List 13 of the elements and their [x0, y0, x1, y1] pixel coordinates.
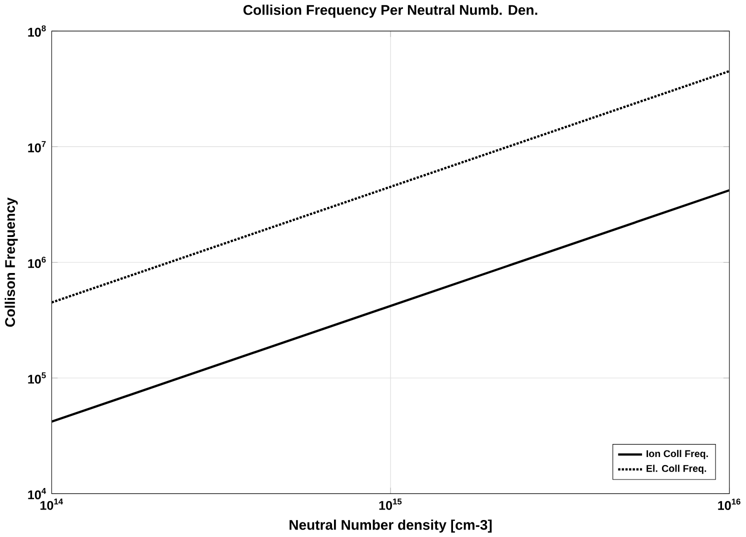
y-tick-label: 10$^{7}$	[28, 140, 46, 152]
y-tick-label: 10$^{4}$	[28, 488, 46, 500]
y-axis-title: Collison Frequency	[4, 197, 18, 327]
chart-title: Collision Frequency Per Neutral Numb. Den.	[243, 4, 538, 18]
legend-label: Ion Coll Freq.	[646, 450, 708, 459]
y-tick-label: 10$^{6}$	[28, 256, 46, 268]
y-tick-label: 10$^{8}$	[28, 25, 46, 37]
x-axis-title: Neutral Number density [cm-3]	[290, 519, 492, 532]
x-tick-label: 10$^{16}$	[718, 498, 740, 510]
x-tick-label: 10$^{15}$	[379, 498, 402, 510]
y-tick-label: 10$^{5}$	[28, 372, 46, 384]
legend-label: El. Coll Freq.	[646, 464, 706, 474]
x-tick-label: 10$^{14}$	[40, 498, 63, 510]
